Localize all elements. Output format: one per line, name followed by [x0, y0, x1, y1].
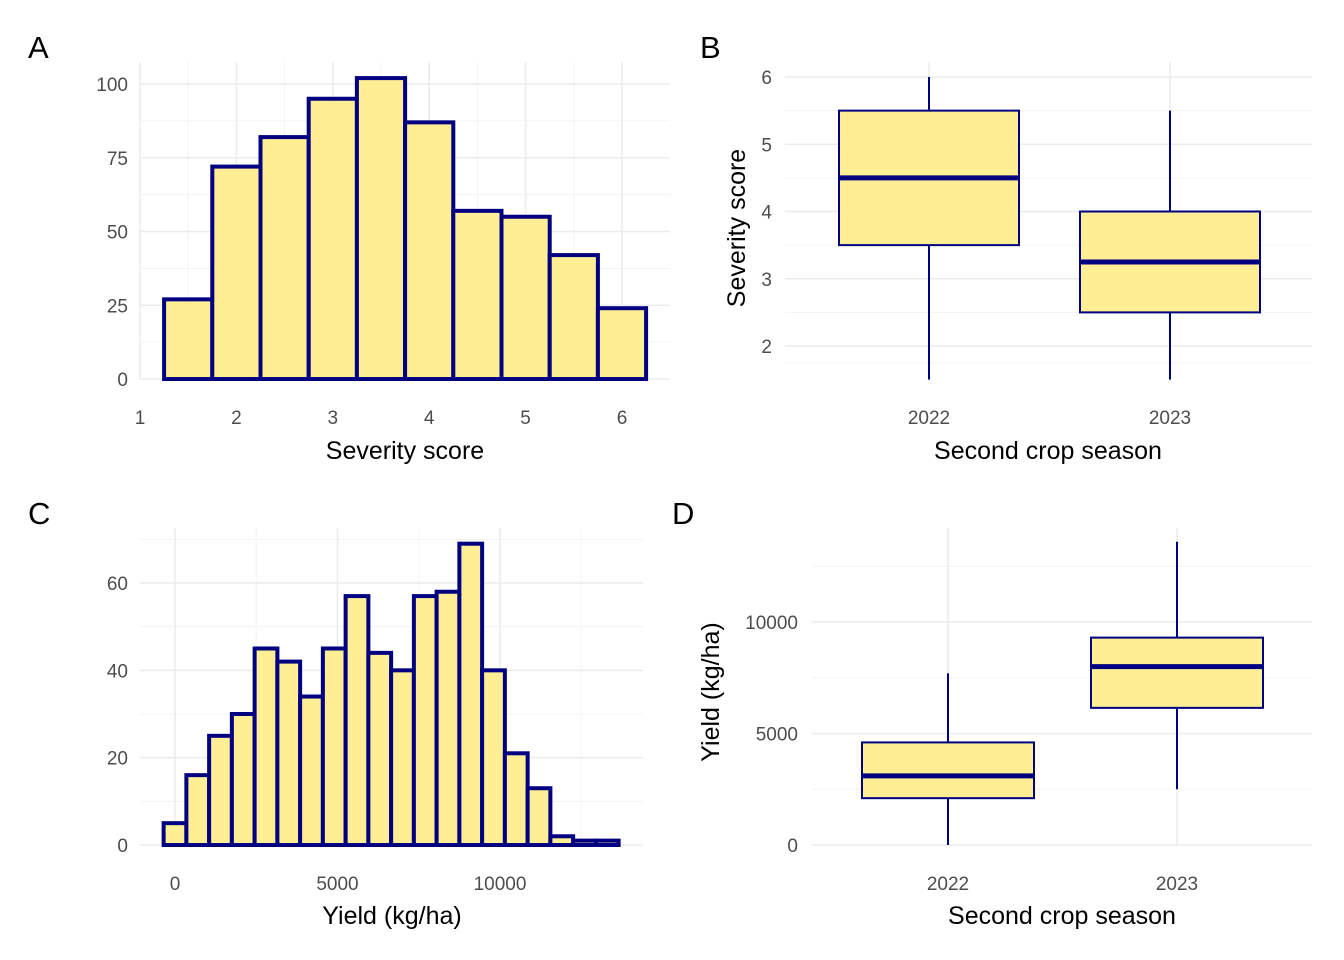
histogram-bar [207, 733, 234, 847]
histogram-bar [434, 589, 462, 847]
panel-d-x-axis-title: Second crop season [948, 902, 1176, 930]
panel-a: 1 2 3 4 5 6 0 25 50 75 100 A Severity score [28, 30, 670, 465]
y-tick-label: 50 [107, 223, 128, 244]
y-tick-label: 6 [761, 68, 772, 89]
histogram-bar [595, 306, 649, 382]
histogram-bar [184, 773, 212, 848]
y-tick-label: 20 [107, 749, 128, 770]
y-tick-label: 3 [761, 270, 772, 291]
y-tick-label: 25 [107, 296, 128, 317]
panel-b: 2022 2023 2 3 4 5 6 B Second crop season Sever… [700, 30, 1312, 465]
y-tick-label: 10000 [745, 613, 798, 634]
x-tick-label: 5000 [316, 874, 358, 895]
histogram-bar [354, 76, 408, 381]
x-tick-label: 2023 [1156, 874, 1198, 895]
x-tick-label: 2023 [1149, 408, 1191, 429]
panel-b-y-axis-title: Severity score [723, 149, 751, 307]
box-iqr [1090, 636, 1264, 709]
x-tick-label: 10000 [474, 874, 527, 895]
panel-c-x-axis-title: Yield (kg/ha) [322, 902, 461, 930]
x-tick-label: 2 [231, 408, 242, 429]
y-tick-label: 60 [107, 574, 128, 595]
panel-d-tag: D [672, 496, 694, 531]
histogram-bar [161, 821, 189, 848]
histogram-bar [298, 694, 325, 847]
histogram-bar [547, 253, 600, 382]
y-tick-label: 4 [761, 203, 772, 224]
panel-a-ticks: 1 2 3 4 5 6 0 25 50 75 100 [96, 75, 627, 429]
panel-d-boxes [861, 541, 1264, 845]
histogram-bar [343, 594, 371, 847]
y-tick-label: 5 [761, 135, 772, 156]
histogram-bar [499, 214, 552, 381]
histogram-bar [457, 541, 485, 847]
histogram-bar [162, 297, 215, 382]
y-tick-label: 75 [107, 149, 128, 170]
histogram-bar [320, 646, 348, 847]
y-tick-label: 40 [107, 661, 128, 682]
histogram-bar [306, 96, 359, 381]
panel-a-x-axis-title: Severity score [326, 437, 484, 465]
x-tick-label: 3 [328, 408, 339, 429]
histogram-bar [210, 164, 263, 381]
histogram-bar [593, 838, 621, 848]
x-tick-label: 6 [617, 408, 628, 429]
histogram-bar [451, 208, 504, 381]
histogram-bar [389, 668, 416, 847]
panel-b-boxes [838, 77, 1261, 380]
y-tick-label: 100 [96, 75, 128, 96]
histogram-bar [275, 659, 303, 847]
panel-a-bars [162, 76, 649, 382]
panel-b-ticks: 2022 2023 2 3 4 5 6 [761, 68, 1191, 429]
y-tick-label: 0 [117, 836, 128, 857]
histogram-bar [411, 594, 439, 847]
panel-d-y-axis-title: Yield (kg/ha) [697, 622, 725, 761]
panel-b-x-axis-title: Second crop season [934, 437, 1162, 465]
y-tick-label: 0 [787, 836, 798, 857]
y-tick-label: 5000 [756, 725, 798, 746]
panel-b-tag: B [700, 30, 721, 65]
panel-c-tag: C [28, 496, 50, 531]
panel-a-tag: A [28, 30, 49, 65]
histogram-bar [548, 834, 576, 847]
x-tick-label: 2022 [927, 874, 969, 895]
panel-d-ticks: 2022 2023 0 5000 10000 [745, 613, 1198, 895]
y-tick-label: 2 [761, 337, 772, 358]
x-tick-label: 5 [520, 408, 531, 429]
histogram-bar [502, 751, 530, 847]
x-tick-label: 1 [135, 408, 146, 429]
histogram-bar [571, 838, 598, 848]
y-tick-label: 0 [117, 370, 128, 391]
box-iqr [861, 741, 1035, 800]
x-tick-label: 2022 [908, 408, 950, 429]
histogram-bar [252, 646, 280, 847]
histogram-bar [258, 135, 311, 381]
histogram-bar [229, 712, 257, 847]
histogram-bar [480, 668, 507, 847]
x-tick-label: 4 [424, 408, 435, 429]
panel-c: 0 5000 10000 0 20 40 60 C Yield (kg/ha) [28, 496, 643, 930]
panel-c-bars [161, 541, 621, 848]
panel-c-ticks: 0 5000 10000 0 20 40 60 [107, 574, 527, 895]
histogram-bar [366, 650, 394, 847]
histogram-bar [403, 120, 456, 381]
x-tick-label: 0 [170, 874, 181, 895]
histogram-bar [525, 786, 553, 848]
